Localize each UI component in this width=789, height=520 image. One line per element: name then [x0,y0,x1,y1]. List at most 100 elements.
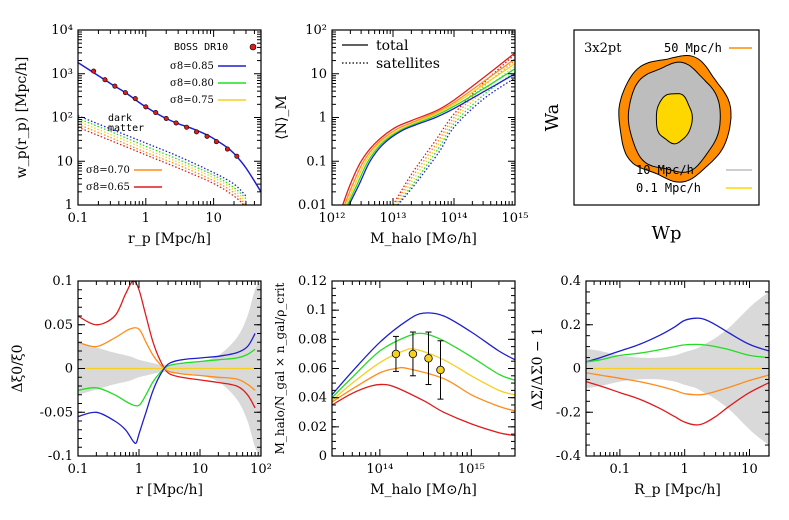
boss-legend-marker [249,43,257,51]
contour-0.1-mpc [655,93,693,145]
ngal-series-group [332,312,515,437]
legend-label-s075: σ8=0.75 [170,95,214,106]
nm-xtick-label: 10¹⁵ [502,211,529,226]
ngal-data-point [391,349,401,359]
ngal-curve-s080 [332,332,515,399]
wp-ylabel: w_p(r_p) [Mpc/h] [14,57,30,179]
dxi-ylabel: Δξ0/ξ0 [10,344,26,392]
wp-ytick-label: 10⁴ [51,23,73,38]
contours-frame [573,29,760,206]
wp-xlabel: r_p [Mpc/h] [128,231,211,247]
dsigma-series-group [586,317,769,426]
ngal-ytick-label: 0.06 [298,362,327,377]
contours-xlabel: Wp [651,223,681,244]
nm-axes: 10¹² 10¹³ 10¹⁴ 10¹⁵ 0.01 0.1 1 10 10² M_halo [M⊙/… [274,23,528,247]
boss-data-point [153,110,159,116]
wp-ytick-label: 10³ [51,67,73,82]
ngal-ylabel: M_halo/N_gal × n_gal/ρ_crit [273,282,287,454]
satellites-curve-s070 [393,60,515,205]
dsigma-ytick-label: -0.4 [556,449,581,464]
dsigma-curve-s070 [586,372,769,396]
boss-data-point [204,133,210,139]
contours-title: 3x2pt [584,41,622,56]
wp-ytick-label: 1 [65,198,73,213]
dsigma-ytick-label: 0 [573,362,581,377]
dsigma-xlabel: R_p [Mpc/h] [634,482,721,498]
dsigma-ytick-label: 0.2 [560,318,581,333]
legend-label-s080: σ8=0.80 [170,78,214,89]
satellites-curve-s080 [396,71,515,205]
dxi-curve-s080 [78,348,256,407]
legend-label-s070: σ8=0.70 [86,165,130,176]
ngal-ytick-label: 0.1 [306,303,327,318]
total-curve-s075 [345,63,515,205]
dxi-ytick-label: 0 [65,362,73,377]
nm-ytick-label: 1 [319,111,327,126]
nm-ytick-label: 10² [305,23,327,38]
ngal-curve-s085 [332,312,515,396]
dxi-axes: 0.1 1 10 10² -0.1 -0.05 0 0.05 0.1 r [Mpc/h] Δξ0/ξ… [10,274,272,498]
total-curve-s080 [347,68,515,205]
total-curve-s070 [343,58,515,205]
contour-label-10: 10 Mpc/h [636,163,694,177]
satellites-curve-s085 [397,77,515,205]
boss-data-point [102,77,108,83]
satellites-curve-s075 [394,65,515,205]
boss-data-point [213,139,219,145]
nm-xtick-label: 10¹² [319,211,346,226]
ngal-curve-s075 [332,348,515,402]
wp-frame [77,29,262,206]
wp-ytick-label: 10² [51,111,73,126]
dark-matter-label: dark [108,113,132,124]
ngal-curve-s070 [332,366,515,412]
boss-data-point [224,146,230,152]
dxi-series-group [78,281,256,445]
nm-ytick-label: 0.01 [298,198,327,213]
contour-label-50: 50 Mpc/h [664,41,722,55]
dsigma-xtick-label: 0.1 [610,462,631,477]
dxi-ytick-label: -0.05 [40,405,73,420]
boss-data-point [194,129,200,135]
dxi-xtick-label: 10 [192,462,209,477]
total-curve-s085 [348,73,515,205]
ngal-ytick-label: 0.02 [298,420,327,435]
ngal-ytick-label: 0.08 [298,332,327,347]
wp-xtick-label: 10 [205,211,222,226]
dxi-ytick-label: 0.05 [44,318,73,333]
legend-label-s085: σ8=0.85 [170,61,214,72]
legend-label-s065: σ8=0.65 [86,182,130,193]
dxi-xlabel: r [Mpc/h] [136,482,203,498]
nm-ytick-label: 10 [310,67,327,82]
boss-data-point [122,90,128,96]
ngal-ytick-label: 0 [319,449,327,464]
dsigma-xtick-label: 1 [681,462,689,477]
nm-series-group [342,52,515,205]
dsigma-curve-s080 [586,343,769,363]
dxi-xtick-label: 1 [135,462,143,477]
ngal-xtick-label: 10¹⁴ [366,462,393,477]
legend-label-satellites: satellites [376,56,440,72]
ngal-curve-s065 [332,383,515,437]
boss-data-point [112,83,118,89]
dxi-curve-s085 [78,333,256,445]
boss-data-point [143,104,149,110]
boss-dr10-label: BOSS DR10 [174,42,228,53]
dxi-xtick-label: 10² [250,462,272,477]
boss-data-point [184,124,190,130]
nm-xlabel: M_halo [M⊙/h] [370,231,477,247]
wp-xtick-label: 1 [142,211,150,226]
dark-matter-label: matter [108,123,144,134]
dxi-ytick-label: -0.1 [48,449,73,464]
ngal-xlabel: M_halo [M⊙/h] [370,482,477,498]
ngal-ytick-label: 0.04 [298,391,327,406]
nm-ytick-label: 0.1 [306,154,327,169]
dxi-xtick-label: 0.1 [68,462,89,477]
ngal-xtick-label: 10¹⁵ [458,462,485,477]
ngal-data-point [424,354,433,363]
ngal-data-point [408,349,418,359]
dsigma-ytick-label: -0.2 [556,405,581,420]
ngal-ytick-label: 0.12 [298,274,327,289]
boss-data-point [234,153,240,159]
